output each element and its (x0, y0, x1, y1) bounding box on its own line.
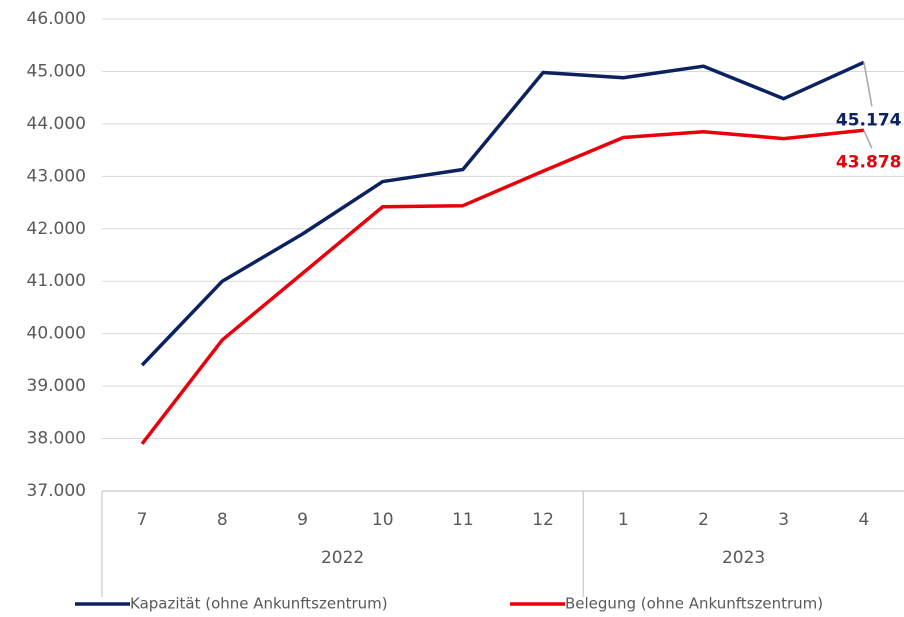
legend-label: Belegung (ohne Ankunftszentrum) (565, 595, 823, 613)
line-series (140, 60, 865, 367)
legend-label: Kapazität (ohne Ankunftszentrum) (130, 595, 388, 613)
x-tick-label: 7 (137, 510, 148, 530)
x-tick-label: 9 (297, 510, 308, 530)
y-tick-label: 43.000 (27, 166, 86, 186)
leader-line (863, 62, 873, 107)
y-tick-label: 44.000 (27, 114, 86, 134)
group-label: 2023 (722, 548, 765, 568)
y-tick-label: 37.000 (27, 481, 86, 501)
x-tick-label: 8 (217, 510, 228, 530)
x-tick-label: 12 (532, 510, 554, 530)
data-label: 45.174 (836, 110, 902, 130)
x-tick-label: 10 (372, 510, 394, 530)
y-tick-label: 38.000 (27, 429, 86, 449)
y-tick-label: 42.000 (27, 219, 86, 239)
leader-line (863, 129, 873, 149)
y-tick-label: 45.000 (27, 61, 86, 81)
line-series (140, 128, 865, 445)
y-tick-label: 39.000 (27, 376, 86, 396)
y-tick-label: 40.000 (27, 324, 86, 344)
x-tick-label: 4 (858, 510, 869, 530)
x-tick-label: 11 (452, 510, 474, 530)
data-label: 43.878 (836, 152, 902, 172)
y-tick-label: 46.000 (27, 9, 86, 29)
group-label: 2022 (321, 548, 364, 568)
x-tick-label: 3 (778, 510, 789, 530)
x-tick-label: 2 (698, 510, 709, 530)
y-tick-label: 41.000 (27, 271, 86, 291)
x-tick-label: 1 (618, 510, 629, 530)
